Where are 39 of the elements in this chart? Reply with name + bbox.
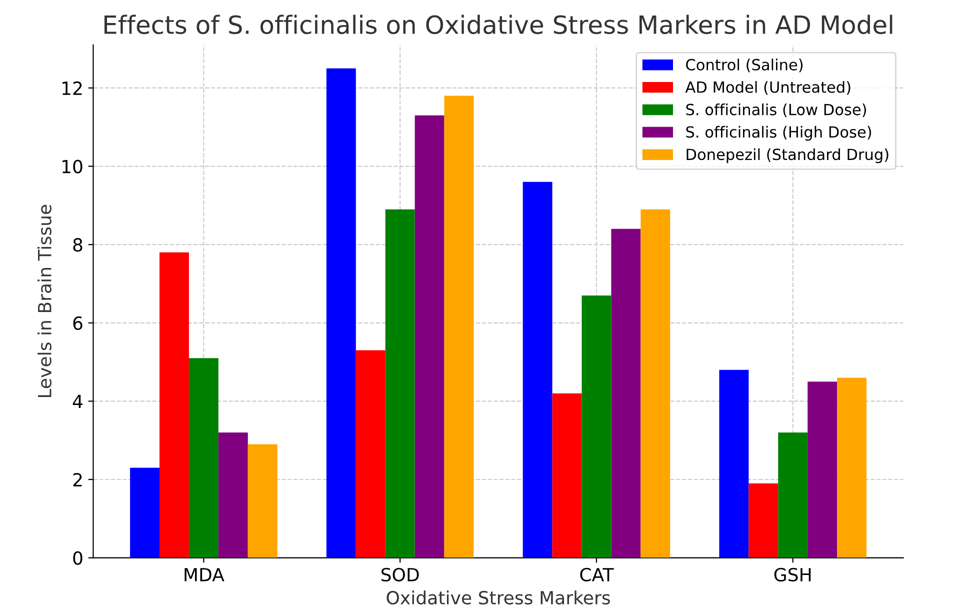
bar: [837, 378, 867, 558]
bar: [188, 358, 218, 558]
y-tick-label: 2: [73, 472, 82, 486]
bar: [582, 295, 612, 558]
y-tick-label: 0: [73, 551, 82, 565]
x-tick-label: GSH: [774, 568, 811, 582]
bar: [130, 468, 160, 558]
x-axis-title: Oxidative Stress Markers: [386, 590, 610, 605]
bar: [748, 483, 778, 558]
y-tick-label: 10: [62, 160, 82, 174]
bar: [414, 115, 444, 558]
x-tick-label: CAT: [580, 568, 614, 582]
bar: [356, 350, 386, 558]
bar: [326, 68, 356, 558]
bar: [444, 96, 474, 558]
bar: [808, 382, 838, 558]
legend-label: AD Model (Untreated): [685, 81, 850, 95]
bar: [778, 432, 808, 558]
bar: [719, 370, 749, 558]
legend-label: S. officinalis (High Dose): [686, 126, 872, 141]
bar: [552, 393, 582, 558]
y-tick-label: 8: [73, 238, 82, 252]
chart-title: Effects of S. officinalis on Oxidative Stress Markers in AD Model: [104, 14, 892, 34]
legend-label: S. officinalis (Low Dose): [686, 103, 866, 118]
bar: [385, 209, 415, 558]
x-tick-label: SOD: [381, 568, 419, 582]
bar: [160, 252, 189, 558]
y-tick-label: 6: [73, 316, 82, 330]
bar: [218, 432, 248, 558]
y-axis-title: Levels in Brain Tissue: [37, 204, 52, 398]
bar: [522, 182, 552, 558]
y-tick-label: 4: [72, 394, 82, 408]
bar: [248, 444, 278, 558]
bar: [611, 228, 641, 558]
legend-label: Control (Saline): [686, 58, 803, 72]
legend-label: Donepezil (Standard Drug): [686, 148, 888, 164]
bar: [640, 209, 670, 558]
y-tick-label: 12: [62, 81, 82, 95]
x-tick-label: MDA: [184, 568, 224, 582]
